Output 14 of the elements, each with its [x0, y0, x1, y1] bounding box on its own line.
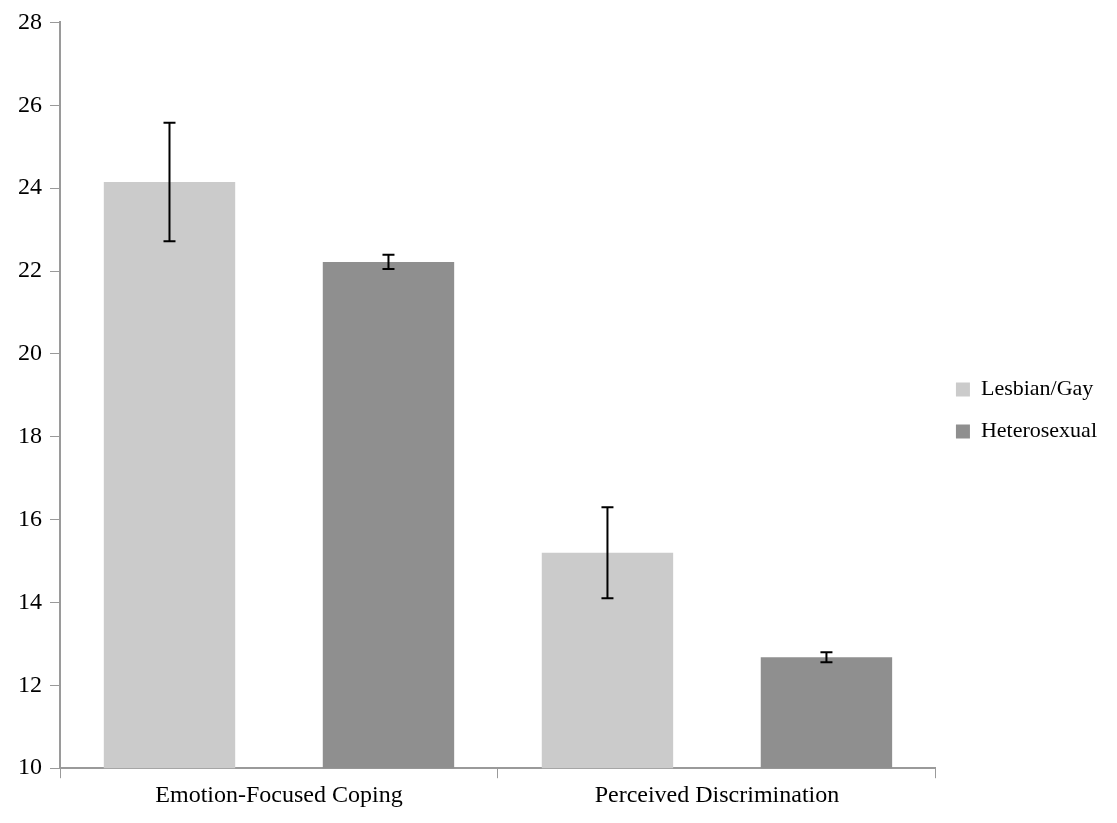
- y-tick-label: 24: [18, 173, 42, 200]
- y-tick-label: 26: [18, 90, 42, 117]
- y-tick-label: 20: [18, 339, 42, 366]
- y-tick-label: 28: [18, 7, 42, 34]
- legend-label: Heterosexual: [980, 417, 1097, 443]
- y-tick-label: 10: [18, 753, 42, 780]
- y-tick-label: 14: [18, 587, 42, 614]
- x-tick-label: Emotion-Focused Coping: [155, 780, 403, 807]
- y-tick-label: 22: [18, 256, 42, 283]
- x-tick-label: Perceived Discrimination: [594, 780, 840, 807]
- y-tick-label: 16: [18, 504, 42, 531]
- y-tick-label: 18: [18, 422, 42, 449]
- legend-label: Lesbian/Gay: [980, 375, 1094, 401]
- y-tick-label: 12: [18, 670, 42, 697]
